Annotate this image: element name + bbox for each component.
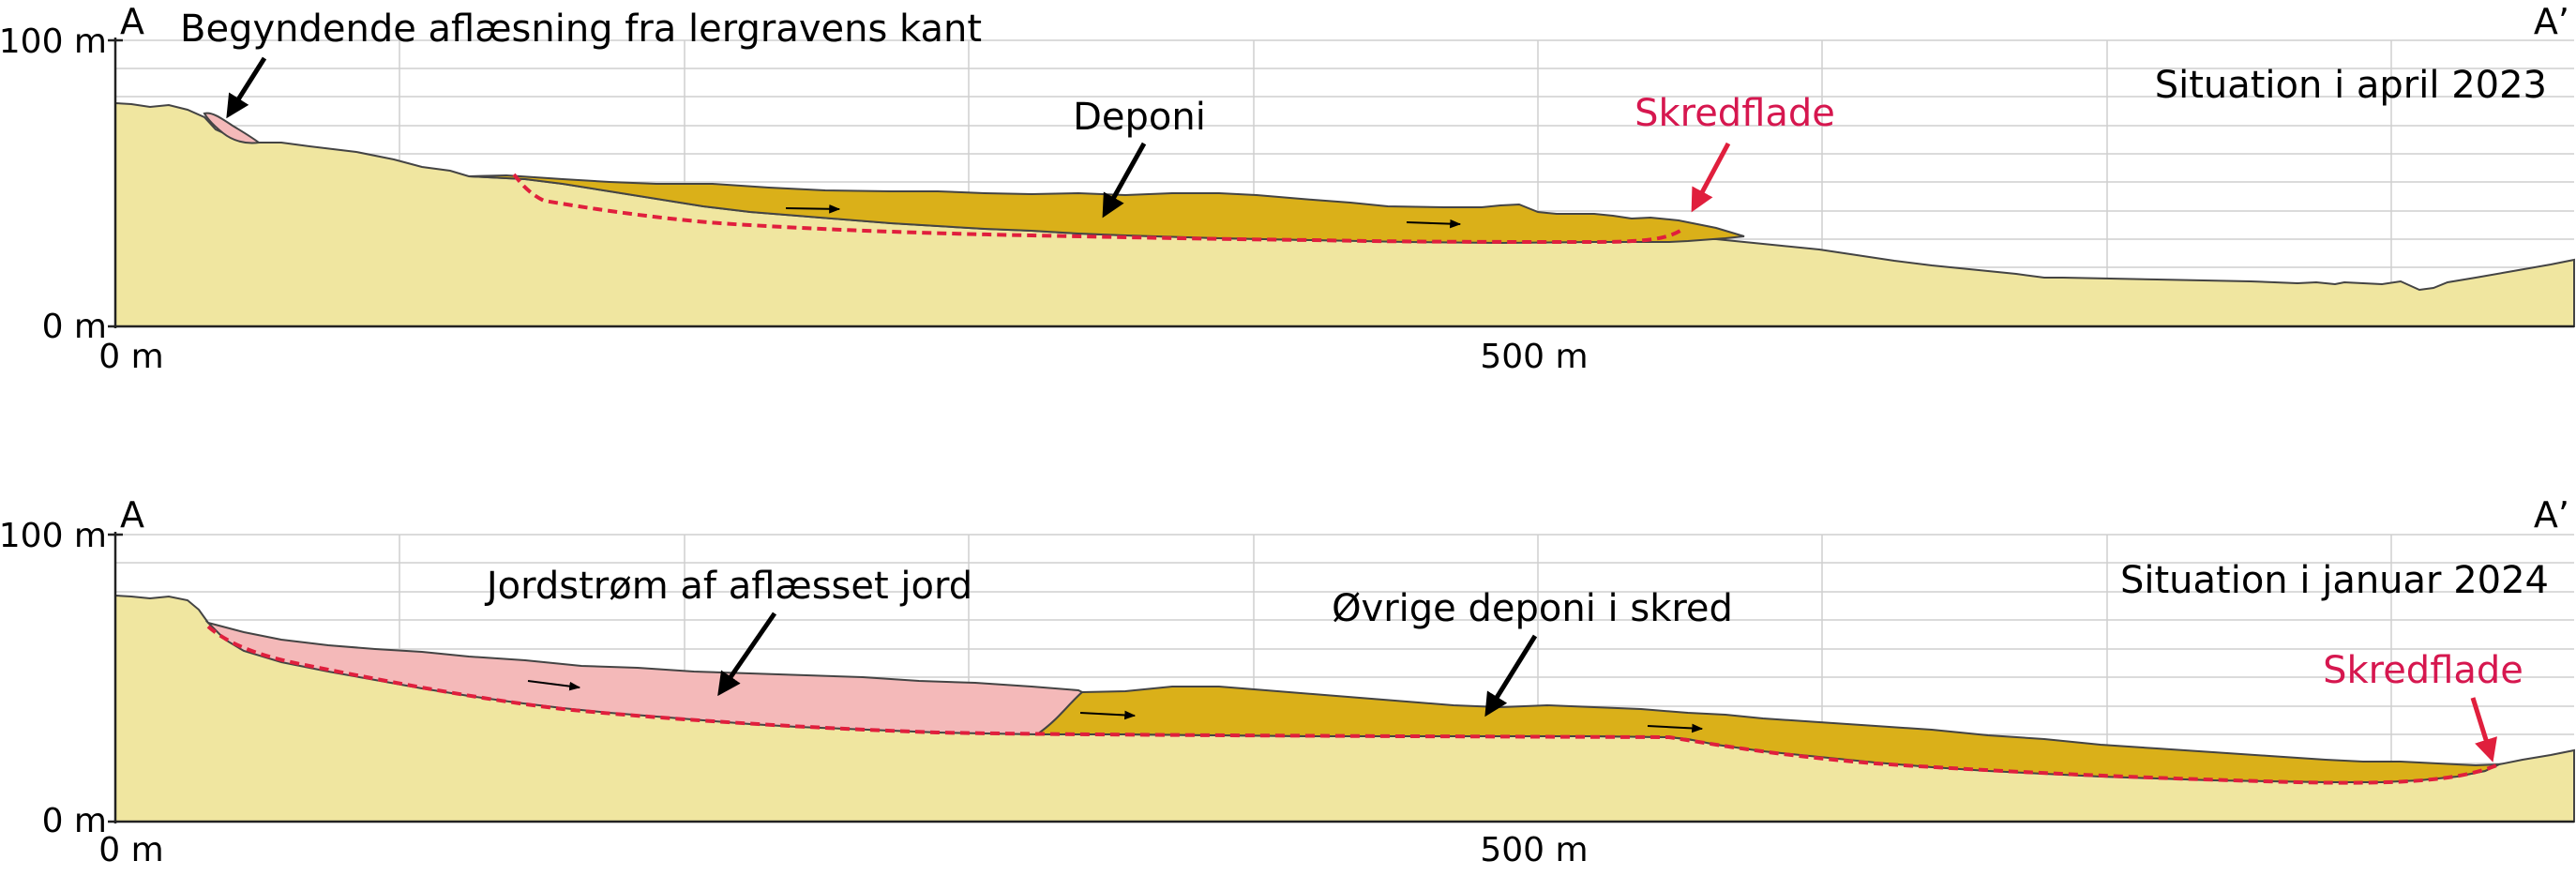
annotation-slip-surface-panel-1: Skredflade	[1634, 92, 1835, 135]
annotation-slip-surface-panel-2: Skredflade	[2323, 649, 2523, 692]
x-label-mid-panel-1: 500 m	[1480, 338, 1588, 376]
unloading-lens-panel-1	[203, 112, 262, 144]
annotation-remaining-deposit: Øvrige deponi i skred	[1332, 587, 1733, 630]
arrow-earthflow	[717, 612, 777, 697]
panel-january-2024: 100 m 0 m 0 m 500 m A A’ Situation i jan…	[0, 494, 2575, 869]
arrow-initial-unloading	[226, 56, 267, 119]
label-a-panel-2: A	[120, 494, 144, 536]
y-label-bottom-panel-1: 0 m	[42, 308, 107, 346]
arrow-remaining-deposit	[1484, 634, 1538, 717]
flow-arrow-2b	[1079, 710, 1137, 720]
y-label-top-panel-1: 100 m	[0, 23, 107, 61]
annotation-initial-unloading: Begyndende aflæsning fra lergravens kant	[180, 8, 982, 51]
annotation-deposit: Deponi	[1073, 96, 1206, 139]
arrow-slip-surface-panel-2	[2470, 697, 2497, 763]
y-label-bottom-panel-2: 0 m	[42, 802, 107, 840]
flow-arrow-2a	[527, 680, 581, 691]
arrow-slip-surface-panel-1	[1691, 142, 1731, 213]
annotation-earthflow: Jordstrøm af aflæsset jord	[484, 565, 972, 608]
x-label-start-panel-1: 0 m	[98, 338, 163, 376]
flow-arrow-1b	[1406, 219, 1462, 229]
label-a-prime-panel-2: A’	[2534, 494, 2569, 536]
label-a-prime-panel-1: A’	[2534, 1, 2569, 42]
flow-arrow-2c	[1647, 723, 1704, 733]
flow-arrow-1a	[785, 204, 841, 214]
slip-surface-panel-1	[512, 173, 1685, 245]
x-label-start-panel-2: 0 m	[98, 831, 163, 869]
x-label-mid-panel-2: 500 m	[1480, 831, 1588, 869]
y-label-top-panel-2: 100 m	[0, 517, 107, 555]
panel-april-2023: 100 m 0 m 0 m 500 m A A’ Situation i apr…	[0, 1, 2575, 376]
panel-title-april-2023: Situation i april 2023	[2155, 64, 2547, 107]
label-a-panel-1: A	[120, 1, 144, 42]
panel-title-january-2024: Situation i januar 2024	[2120, 559, 2549, 602]
arrow-deposit	[1102, 142, 1147, 219]
